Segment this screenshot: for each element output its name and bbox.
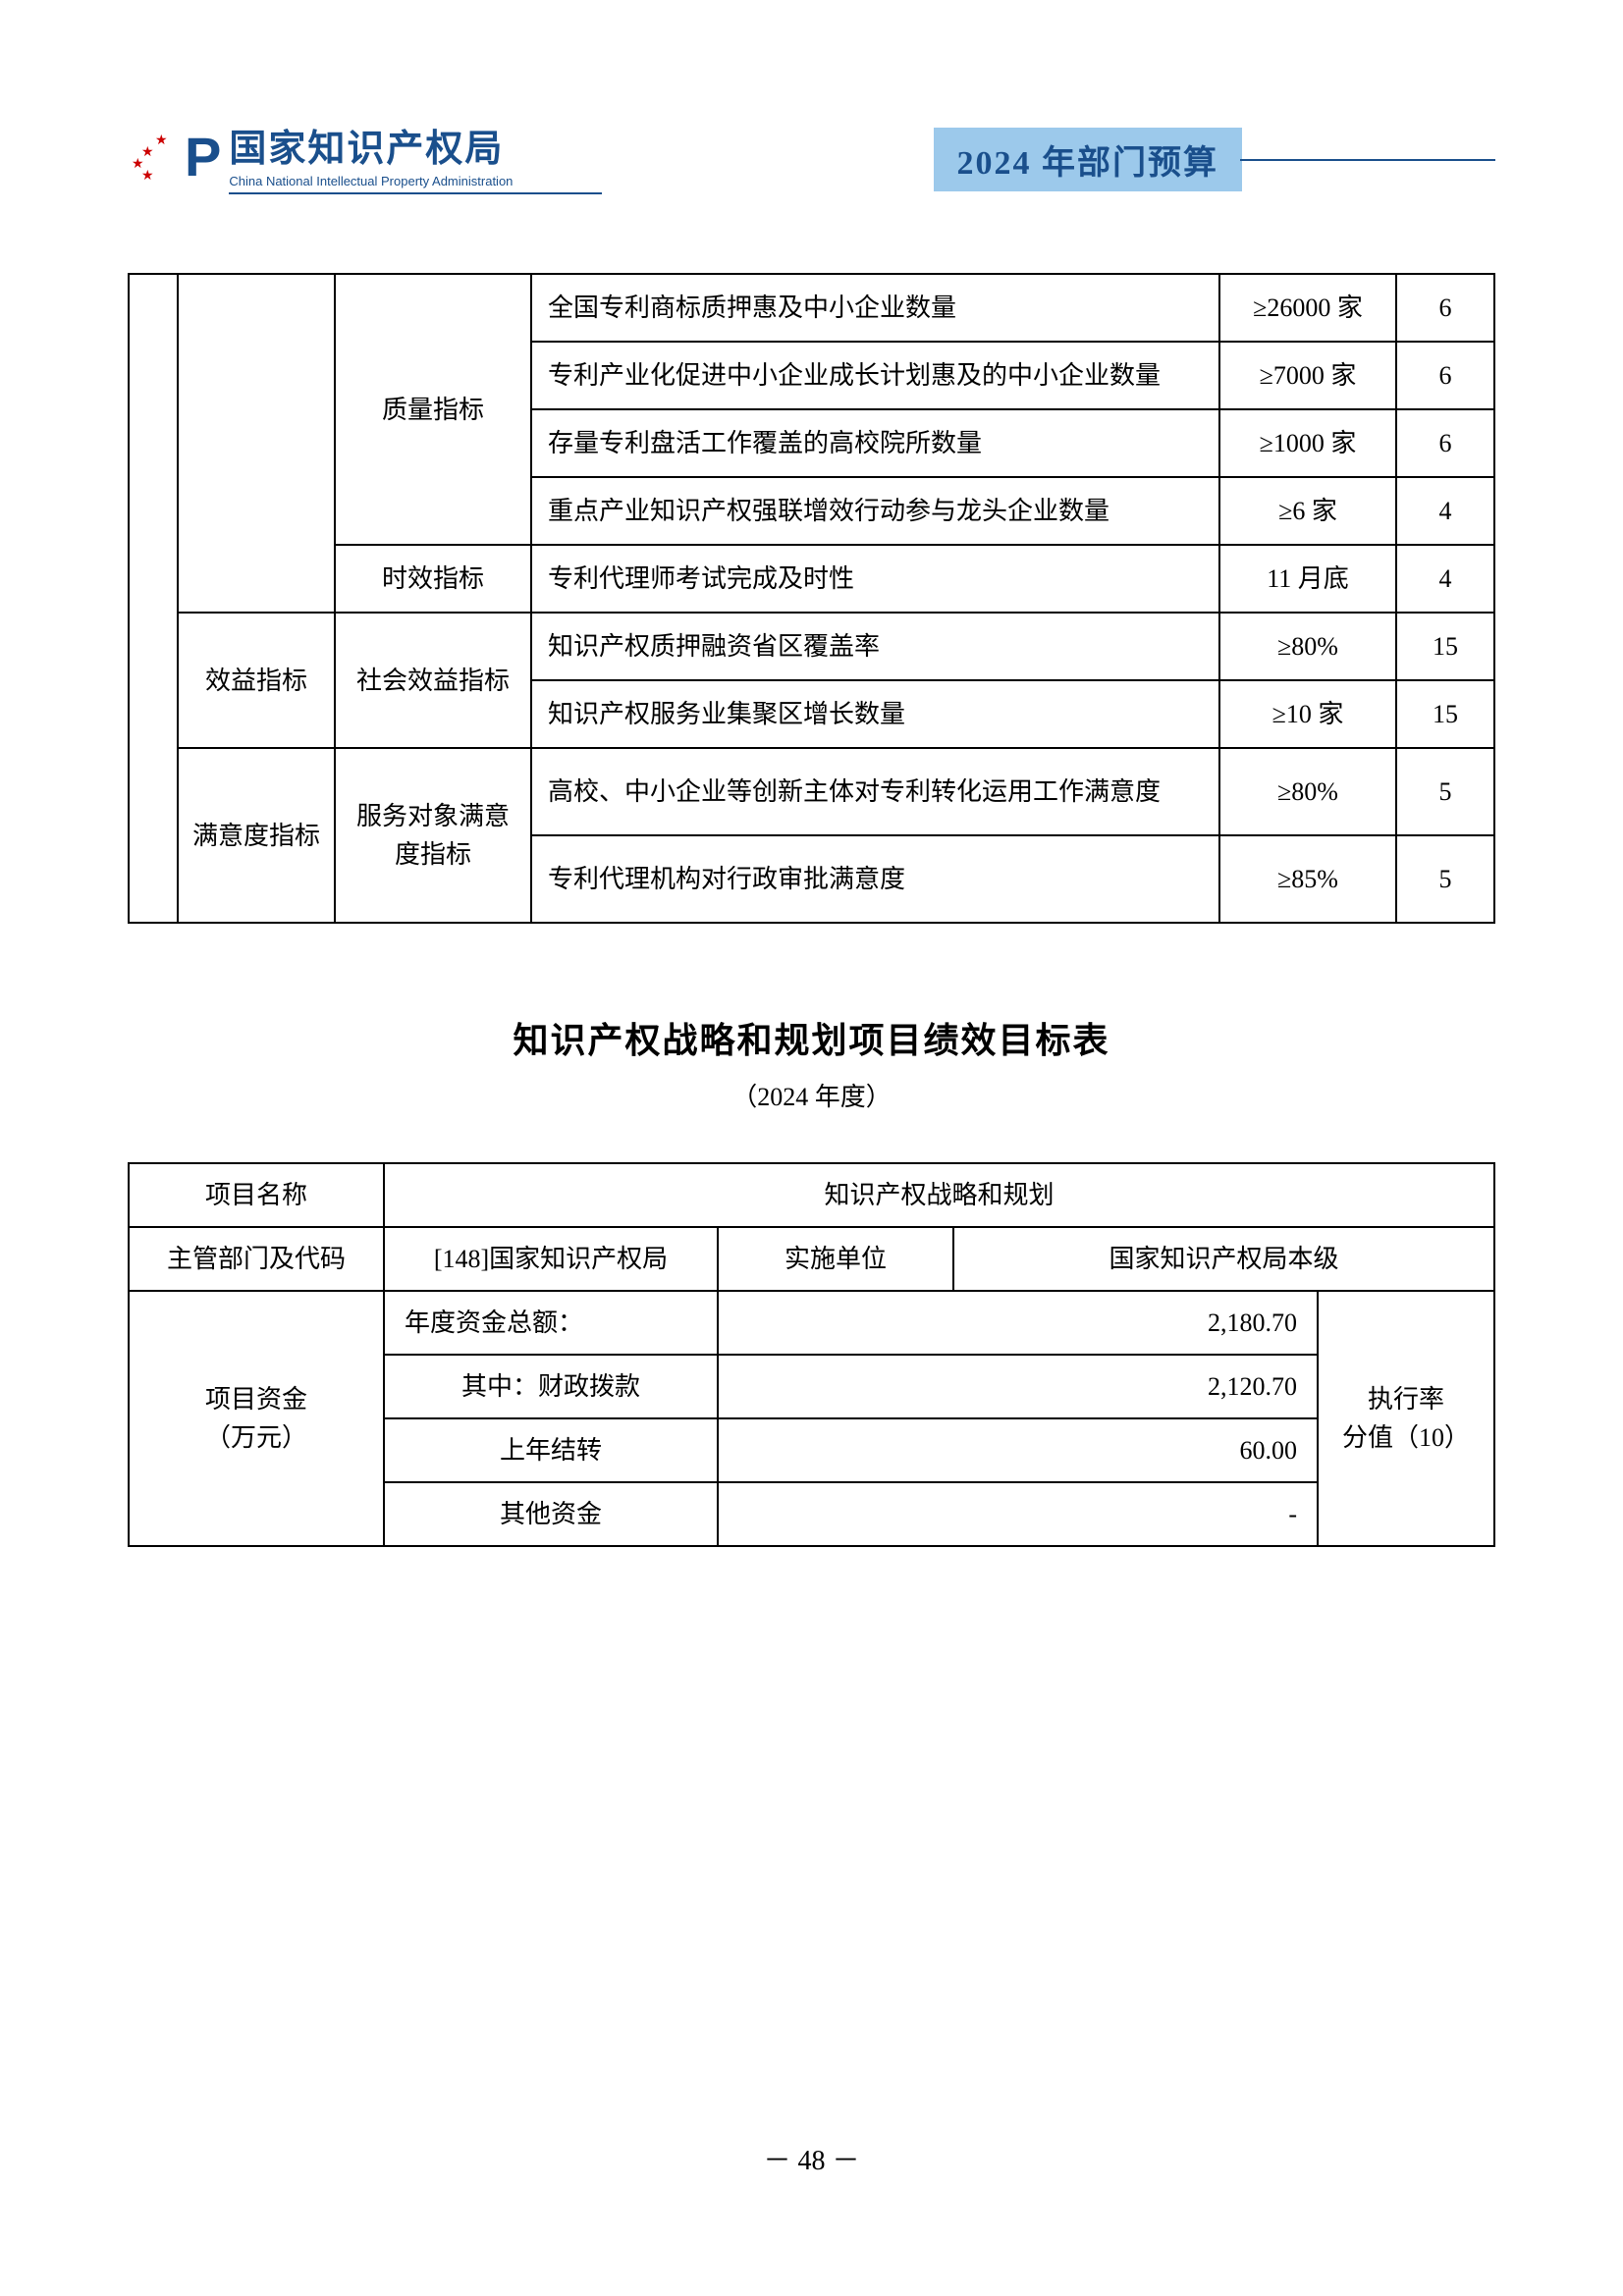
desc-cell: 全国专利商标质押惠及中小企业数量 (531, 274, 1219, 342)
proj-name-label: 项目名称 (129, 1163, 384, 1227)
logo-en-text: China National Intellectual Property Adm… (229, 174, 602, 188)
value-cell: ≥80% (1219, 613, 1396, 680)
table-row: 项目资金 （万元） 年度资金总额： 2,180.70 执行率 分值（10） (129, 1291, 1494, 1355)
total-value: 2,180.70 (718, 1291, 1318, 1355)
fund-label: 项目资金 （万元） (129, 1291, 384, 1546)
desc-cell: 专利代理师考试完成及时性 (531, 545, 1219, 613)
section-title: 知识产权战略和规划项目绩效目标表 (128, 1012, 1495, 1063)
proj-name-value: 知识产权战略和规划 (384, 1163, 1494, 1227)
indicators-table: 质量指标 全国专利商标质押惠及中小企业数量 ≥26000 家 6 专利产业化促进… (128, 273, 1495, 924)
exec-label: 执行率 分值（10） (1318, 1291, 1494, 1546)
desc-cell: 存量专利盘活工作覆盖的高校院所数量 (531, 409, 1219, 477)
score-cell: 6 (1396, 342, 1494, 409)
empty-col (129, 274, 178, 923)
value-cell: ≥6 家 (1219, 477, 1396, 545)
value-cell: ≥85% (1219, 835, 1396, 923)
value-cell: ≥26000 家 (1219, 274, 1396, 342)
score-cell: 6 (1396, 409, 1494, 477)
score-cell: 4 (1396, 545, 1494, 613)
value-cell: ≥1000 家 (1219, 409, 1396, 477)
logo: ★ ★ ★ ★ P 国家知识产权局 China National Intelle… (128, 118, 602, 194)
value-cell: 11 月底 (1219, 545, 1396, 613)
section-subtitle: （2024 年度） (128, 1077, 1495, 1113)
other-label: 其他资金 (384, 1482, 718, 1546)
group-cell: 效益指标 (178, 613, 335, 748)
impl-label: 实施单位 (718, 1227, 953, 1291)
subgroup-cell: 社会效益指标 (335, 613, 531, 748)
group-cell (178, 274, 335, 613)
table-row: 满意度指标 服务对象满意度指标 高校、中小企业等创新主体对专利转化运用工作满意度… (129, 748, 1494, 835)
value-cell: ≥10 家 (1219, 680, 1396, 748)
score-cell: 4 (1396, 477, 1494, 545)
score-cell: 15 (1396, 613, 1494, 680)
desc-cell: 知识产权质押融资省区覆盖率 (531, 613, 1219, 680)
header-title: 2024 年部门预算 (957, 145, 1219, 182)
table-row: 效益指标 社会效益指标 知识产权质押融资省区覆盖率 ≥80% 15 (129, 613, 1494, 680)
total-label: 年度资金总额： (384, 1291, 718, 1355)
page-header: ★ ★ ★ ★ P 国家知识产权局 China National Intelle… (128, 118, 1495, 194)
score-cell: 15 (1396, 680, 1494, 748)
logo-cn-text: 国家知识产权局 (229, 118, 602, 172)
value-cell: ≥7000 家 (1219, 342, 1396, 409)
table-row: 主管部门及代码 [148]国家知识产权局 实施单位 国家知识产权局本级 (129, 1227, 1494, 1291)
fiscal-value: 2,120.70 (718, 1355, 1318, 1418)
value-cell: ≥80% (1219, 748, 1396, 835)
subgroup-cell: 时效指标 (335, 545, 531, 613)
desc-cell: 高校、中小企业等创新主体对专利转化运用工作满意度 (531, 748, 1219, 835)
dept-value: [148]国家知识产权局 (384, 1227, 718, 1291)
table-row: 质量指标 全国专利商标质押惠及中小企业数量 ≥26000 家 6 (129, 274, 1494, 342)
desc-cell: 知识产权服务业集聚区增长数量 (531, 680, 1219, 748)
impl-value: 国家知识产权局本级 (953, 1227, 1494, 1291)
score-cell: 5 (1396, 748, 1494, 835)
desc-cell: 专利产业化促进中小企业成长计划惠及的中小企业数量 (531, 342, 1219, 409)
desc-cell: 专利代理机构对行政审批满意度 (531, 835, 1219, 923)
other-value: - (718, 1482, 1318, 1546)
logo-p-icon: P (185, 125, 221, 188)
table-row: 项目名称 知识产权战略和规划 (129, 1163, 1494, 1227)
project-table: 项目名称 知识产权战略和规划 主管部门及代码 [148]国家知识产权局 实施单位… (128, 1162, 1495, 1547)
score-cell: 5 (1396, 835, 1494, 923)
score-cell: 6 (1396, 274, 1494, 342)
subgroup-cell: 服务对象满意度指标 (335, 748, 531, 923)
header-title-box: 2024 年部门预算 (934, 128, 1243, 191)
carry-value: 60.00 (718, 1418, 1318, 1482)
carry-label: 上年结转 (384, 1418, 718, 1482)
group-cell: 满意度指标 (178, 748, 335, 923)
logo-stars-icon: ★ ★ ★ ★ (128, 127, 177, 186)
subgroup-cell: 质量指标 (335, 274, 531, 545)
desc-cell: 重点产业知识产权强联增效行动参与龙头企业数量 (531, 477, 1219, 545)
dept-label: 主管部门及代码 (129, 1227, 384, 1291)
page-number: － 48 － (0, 2139, 1623, 2178)
fiscal-label: 其中：财政拨款 (384, 1355, 718, 1418)
